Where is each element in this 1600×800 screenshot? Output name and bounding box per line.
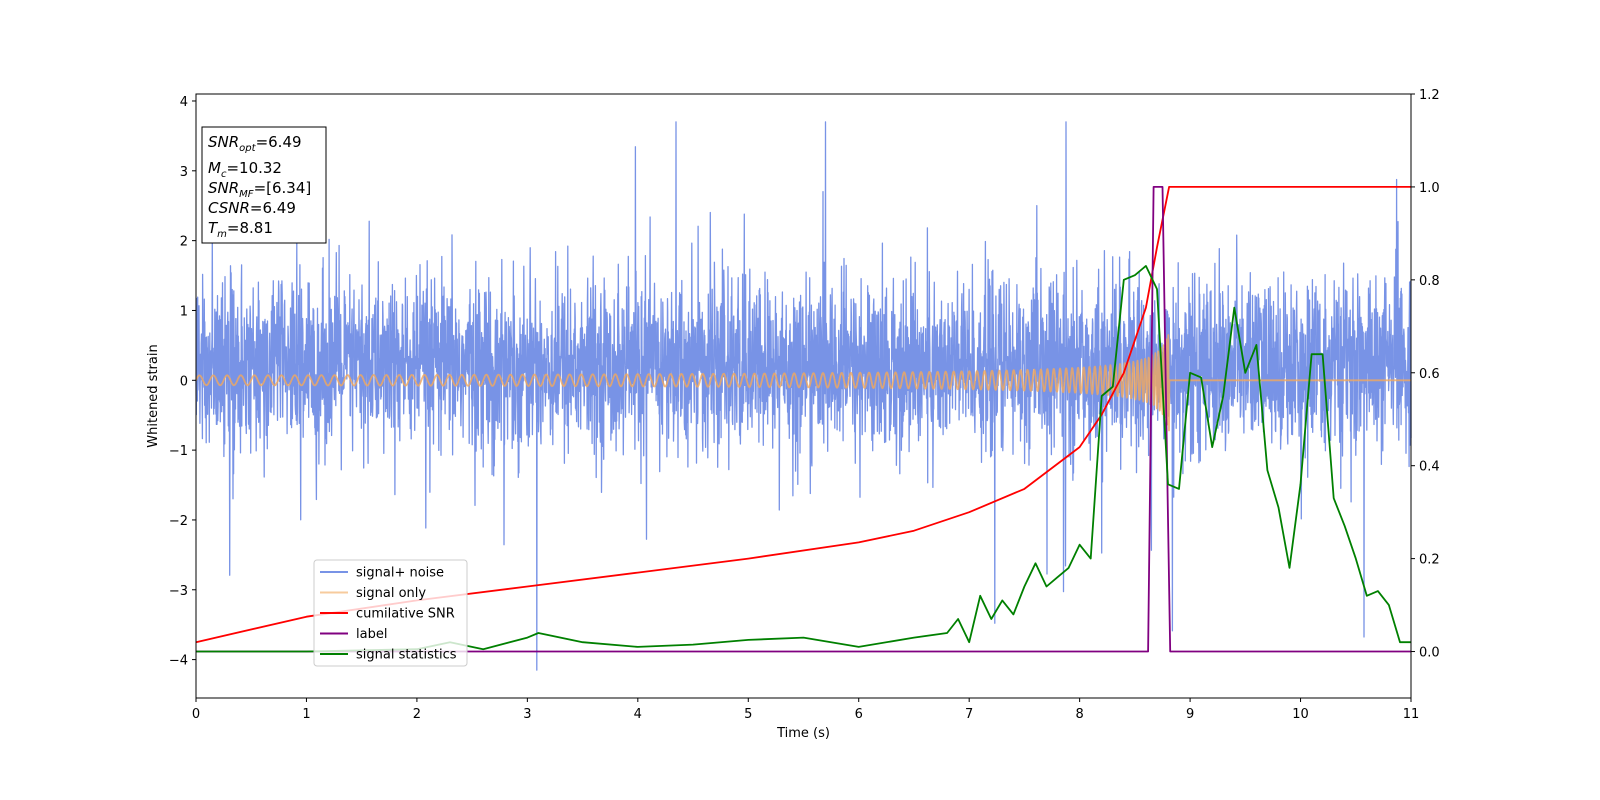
annotation-text: SNRopt=6.49 bbox=[208, 133, 302, 154]
y-tick-label: −4 bbox=[169, 654, 188, 669]
legend-label: signal+ noise bbox=[356, 566, 444, 581]
y-tick-label: −3 bbox=[169, 584, 188, 599]
annotation-text: Mc=10.32 bbox=[208, 159, 282, 180]
annotation-text: CSNR=6.49 bbox=[208, 199, 296, 217]
legend-label: cumilative SNR bbox=[356, 607, 455, 622]
x-tick-label: 9 bbox=[1186, 707, 1194, 722]
info-box-frame bbox=[201, 126, 327, 244]
y2-tick-label: 0.0 bbox=[1419, 646, 1440, 661]
y-tick-label: −1 bbox=[169, 444, 188, 459]
series-line-signal-statistics bbox=[196, 265, 1411, 653]
y-tick-label: −2 bbox=[169, 514, 188, 529]
series-line-signal-only bbox=[195, 334, 1412, 432]
series-line-cumilative-snr bbox=[195, 186, 1411, 644]
x-tick-label: 1 bbox=[302, 707, 310, 722]
y2-tick-label: 0.8 bbox=[1419, 274, 1440, 289]
x-tick-label: 6 bbox=[855, 707, 863, 722]
x-axis-label: Time (s) bbox=[776, 726, 830, 741]
x-tick-label: 3 bbox=[523, 707, 531, 722]
y-tick-label: 1 bbox=[180, 304, 188, 319]
series-line-label bbox=[196, 186, 1411, 653]
x-tick-label: 7 bbox=[965, 707, 973, 722]
x-tick-label: 11 bbox=[1403, 707, 1420, 722]
annotation-text: Tm=8.81 bbox=[208, 219, 273, 240]
annotation-text: SNRMF=[6.34] bbox=[208, 179, 311, 200]
y-tick-label: 3 bbox=[180, 165, 188, 180]
plot-area bbox=[195, 121, 1412, 671]
y2-tick-label: 0.4 bbox=[1419, 460, 1440, 475]
legend: signal+ noise signal only cumilative SNR la… bbox=[313, 559, 468, 667]
y-tick-label: 4 bbox=[180, 95, 188, 110]
y2-tick-label: 0.2 bbox=[1419, 553, 1440, 568]
y-tick-label: 2 bbox=[180, 235, 188, 250]
x-tick-label: 4 bbox=[634, 707, 642, 722]
legend-label: signal only bbox=[356, 586, 426, 601]
x-tick-label: 10 bbox=[1292, 707, 1309, 722]
x-tick-label: 0 bbox=[192, 707, 200, 722]
legend-label: signal statistics bbox=[356, 648, 457, 663]
info-box: SNRopt=6.49 Mc=10.32SNRMF=[6.34]CSNR=6.49… bbox=[201, 126, 327, 244]
legend-label: label bbox=[356, 627, 387, 642]
plot-frame bbox=[195, 93, 1412, 699]
y2-tick-label: 0.6 bbox=[1419, 367, 1440, 382]
legend-frame bbox=[313, 559, 468, 667]
y2-tick-label: 1.2 bbox=[1419, 88, 1440, 103]
x-tick-label: 5 bbox=[744, 707, 752, 722]
y2-tick-label: 1.0 bbox=[1419, 181, 1440, 196]
x-tick-label: 8 bbox=[1075, 707, 1083, 722]
x-tick-label: 2 bbox=[413, 707, 421, 722]
y-tick-label: 0 bbox=[180, 374, 188, 389]
y-axis-label: Whitened strain bbox=[146, 344, 161, 447]
axis-ticks: 0 1 2 3 4 5 6 7 8 9 10 1143210−1−2−3−41.21.00.80.60… bbox=[169, 88, 1440, 722]
